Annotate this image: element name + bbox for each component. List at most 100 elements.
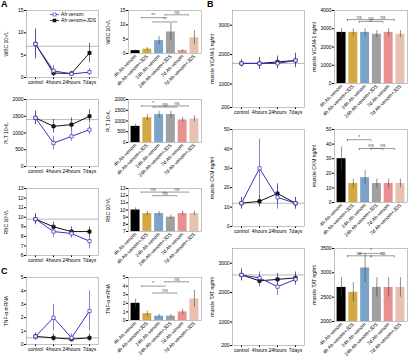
svg-text:muscle CKM ng/ml: muscle CKM ng/ml [209,157,215,199]
svg-text:control: control [28,257,43,263]
svg-text:ns: ns [380,142,386,148]
svg-text:4hours: 4hours [46,346,62,352]
svg-text:7: 7 [21,243,24,249]
svg-text:2000: 2000 [218,289,229,295]
svg-text:10: 10 [224,204,230,210]
svg-text:10: 10 [18,29,24,35]
svg-text:control: control [28,79,43,85]
svg-text:11: 11 [120,199,125,205]
svg-text:7d Ah-venom+JDS: 7d Ah-venom+JDS [162,320,196,354]
svg-text:50: 50 [326,126,332,132]
svg-text:3000: 3000 [320,269,331,275]
svg-text:7days: 7days [83,168,97,174]
svg-text:7d Ah-venom+JDS: 7d Ah-venom+JDS [368,321,402,355]
svg-text:7: 7 [123,228,126,234]
svg-text:4hours: 4hours [252,109,268,115]
svg-text:200: 200 [221,104,230,110]
svg-text:**: ** [163,16,167,22]
svg-text:0: 0 [21,341,24,347]
svg-text:RBC 10¹²/L: RBC 10¹²/L [105,197,111,222]
svg-text:control: control [28,346,43,352]
svg-text:7days: 7days [289,228,303,234]
svg-text:ns: ns [162,287,168,293]
svg-text:control: control [234,228,249,234]
svg-text:500: 500 [117,128,126,134]
svg-text:6: 6 [21,252,24,258]
svg-text:12: 12 [18,195,24,201]
svg-text:ns: ns [162,101,168,107]
svg-text:3500: 3500 [320,245,331,251]
svg-text:15: 15 [18,7,24,13]
svg-text:1000: 1000 [12,130,23,136]
svg-text:10: 10 [120,207,126,213]
svg-text:5: 5 [123,36,126,42]
svg-text:24hours: 24hours [62,79,81,85]
svg-text:0: 0 [329,199,332,205]
svg-text:30: 30 [224,165,230,171]
svg-text:ns: ns [151,186,157,192]
svg-text:9: 9 [123,214,126,220]
svg-text:24hours: 24hours [268,228,287,234]
svg-text:ns: ns [174,100,180,106]
svg-text:30: 30 [326,155,332,161]
svg-text:0: 0 [123,317,126,323]
svg-text:1000: 1000 [218,81,229,87]
svg-text:24hours: 24hours [62,346,81,352]
svg-text:24hours: 24hours [62,168,81,174]
svg-text:11: 11 [18,204,23,210]
svg-text:3000: 3000 [218,260,229,266]
svg-text:13: 13 [18,185,24,191]
svg-text:*: * [370,247,372,253]
svg-text:10: 10 [18,214,24,220]
svg-text:5: 5 [21,274,24,280]
svg-text:2000: 2000 [218,51,229,57]
svg-text:PLT 10⁹/L: PLT 10⁹/L [3,122,9,144]
svg-text:ns: ns [357,14,363,20]
svg-text:muscle VCAM-1 ng/ml: muscle VCAM-1 ng/ml [209,34,215,84]
svg-text:ns: ns [368,15,374,21]
svg-text:TNF-α mRNA: TNF-α mRNA [105,283,111,314]
svg-text:ns: ns [174,186,180,192]
svg-text:7d Ah-venom+JDS: 7d Ah-venom+JDS [368,83,402,117]
svg-text:4hours: 4hours [46,257,62,263]
svg-text:ns: ns [380,250,386,256]
svg-text:5: 5 [21,52,24,58]
svg-text:1500: 1500 [12,113,23,119]
svg-text:24hours: 24hours [62,257,81,263]
svg-text:0: 0 [123,50,126,56]
svg-text:WBC 10⁹/L: WBC 10⁹/L [105,19,111,44]
svg-text:ns: ns [368,142,374,148]
svg-text:7d Ah-venom+JDS: 7d Ah-venom+JDS [162,53,196,87]
svg-text:9: 9 [21,223,24,229]
svg-text:4hours: 4hours [46,168,62,174]
svg-text:1000: 1000 [114,118,125,124]
svg-text:4hours: 4hours [252,347,268,353]
svg-text:4hours: 4hours [46,79,62,85]
svg-text:0: 0 [21,74,24,80]
svg-text:50: 50 [224,126,230,132]
svg-text:muscle TAT ng/ml: muscle TAT ng/ml [209,277,215,316]
svg-text:3: 3 [21,301,24,307]
svg-text:4: 4 [123,283,126,289]
svg-text:7days: 7days [83,79,97,85]
svg-text:10: 10 [120,21,126,27]
svg-text:24hours: 24hours [268,109,287,115]
svg-text:*: * [152,100,154,106]
svg-text:200: 200 [221,342,230,348]
svg-text:3: 3 [123,291,126,297]
svg-text:2500: 2500 [320,294,331,300]
svg-text:muscle VCAM-1 ng/ml: muscle VCAM-1 ng/ml [311,22,317,72]
svg-text:1: 1 [123,309,126,315]
svg-text:7d Ah-venom+JDS: 7d Ah-venom+JDS [368,202,402,236]
svg-text:control: control [234,109,249,115]
svg-text:2000: 2000 [320,318,331,324]
svg-text:4000: 4000 [320,7,331,13]
svg-text:40: 40 [224,146,230,152]
svg-text:1000: 1000 [218,319,229,325]
svg-text:ns: ns [162,190,168,196]
svg-text:0: 0 [21,163,24,169]
svg-text:7d Ah-venom+JDS: 7d Ah-venom+JDS [162,231,196,265]
svg-text:control: control [28,168,43,174]
svg-text:PLT 10⁹/L: PLT 10⁹/L [105,110,111,132]
svg-text:TNF-α mRNA: TNF-α mRNA [3,295,9,326]
